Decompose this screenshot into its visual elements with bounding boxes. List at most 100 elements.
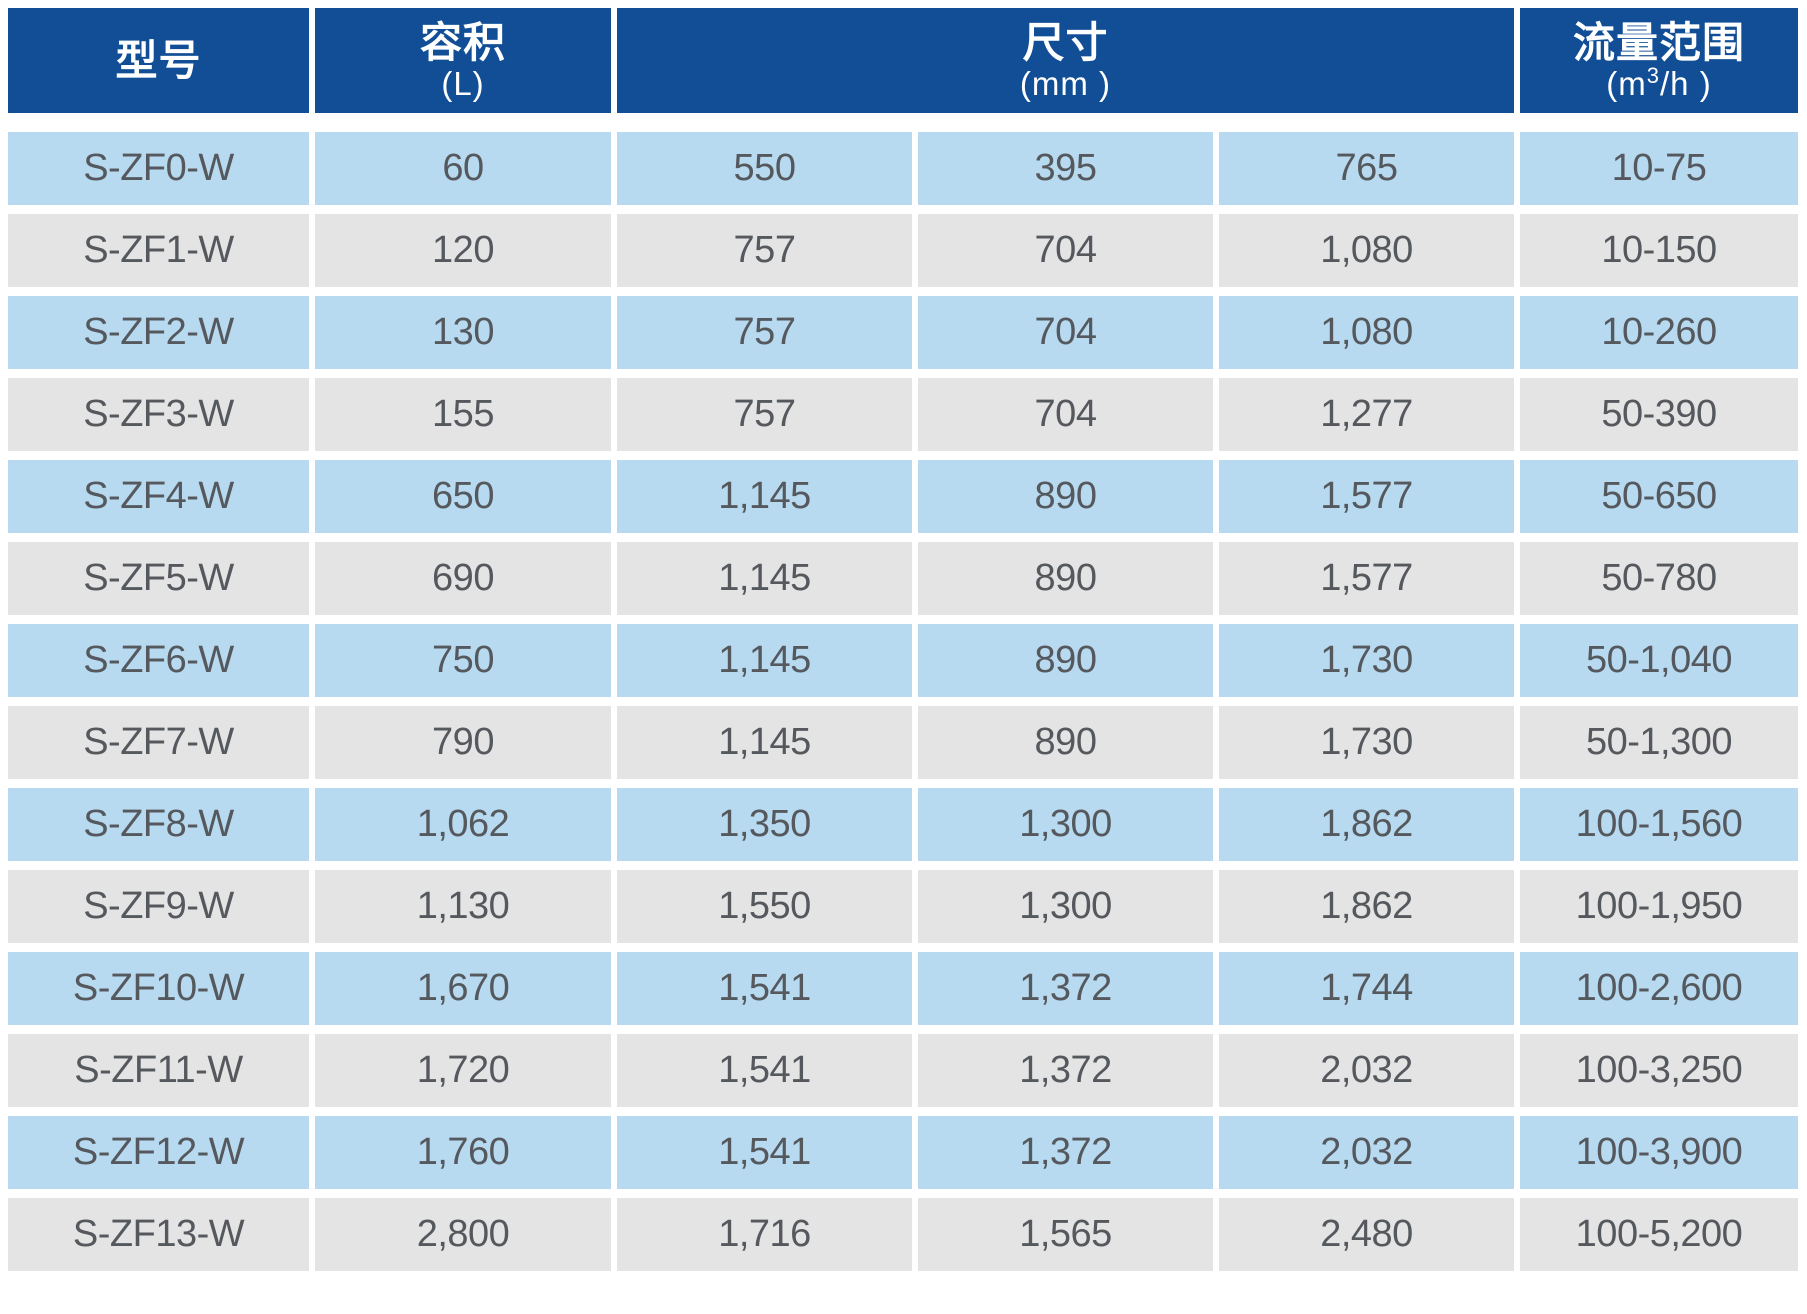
header-model-title: 型号 [115,36,202,84]
volume-cell: 1,760 [315,1116,611,1189]
dimension-1-cell: 1,550 [617,870,912,943]
table-row: S-ZF13-W 2,800 1,716 1,565 2,480 100-5,2… [8,1198,1798,1271]
model-cell: S-ZF7-W [8,706,309,779]
dimension-1-cell: 1,145 [617,624,912,697]
volume-cell: 1,130 [315,870,611,943]
product-spec-table: 型号 容积 (L) 尺寸 (mm ) 流量范围 (m3/h ) S-ZF0-W … [8,8,1798,1271]
header-model: 型号 [8,8,309,113]
dimension-2-cell: 1,372 [918,952,1213,1025]
table-row: S-ZF10-W 1,670 1,541 1,372 1,744 100-2,6… [8,952,1798,1025]
volume-cell: 60 [315,132,611,205]
flow-range-cell: 100-5,200 [1520,1198,1798,1271]
dimension-2-cell: 704 [918,296,1213,369]
model-cell: S-ZF0-W [8,132,309,205]
dimension-1-cell: 757 [617,296,912,369]
dimension-1-cell: 1,350 [617,788,912,861]
flow-range-cell: 10-150 [1520,214,1798,287]
dimension-3-cell: 1,862 [1219,870,1514,943]
flow-range-cell: 10-75 [1520,132,1798,205]
flow-range-cell: 100-1,950 [1520,870,1798,943]
table-row: S-ZF5-W 690 1,145 890 1,577 50-780 [8,542,1798,615]
model-cell: S-ZF4-W [8,460,309,533]
volume-cell: 790 [315,706,611,779]
dimension-3-cell: 1,577 [1219,542,1514,615]
dimension-1-cell: 757 [617,214,912,287]
model-cell: S-ZF2-W [8,296,309,369]
dimension-1-cell: 1,145 [617,542,912,615]
dimension-3-cell: 1,577 [1219,460,1514,533]
volume-cell: 120 [315,214,611,287]
dimension-3-cell: 1,730 [1219,706,1514,779]
volume-cell: 2,800 [315,1198,611,1271]
flow-range-cell: 100-3,900 [1520,1116,1798,1189]
flow-range-cell: 100-1,560 [1520,788,1798,861]
dimension-2-cell: 704 [918,378,1213,451]
dimension-1-cell: 1,541 [617,1034,912,1107]
model-cell: S-ZF1-W [8,214,309,287]
model-cell: S-ZF13-W [8,1198,309,1271]
dimension-2-cell: 890 [918,460,1213,533]
flow-unit-prefix: (m [1606,64,1647,102]
flow-unit-suffix: /h ) [1660,64,1712,102]
dimension-3-cell: 1,080 [1219,214,1514,287]
volume-cell: 1,062 [315,788,611,861]
flow-range-cell: 50-1,040 [1520,624,1798,697]
flow-range-cell: 100-3,250 [1520,1034,1798,1107]
dimension-1-cell: 1,145 [617,706,912,779]
dimension-2-cell: 1,565 [918,1198,1213,1271]
volume-cell: 1,670 [315,952,611,1025]
header-dimensions-unit: (mm ) [1019,64,1112,102]
header-flow-range: 流量范围 (m3/h ) [1520,8,1798,113]
dimension-3-cell: 1,080 [1219,296,1514,369]
table-row: S-ZF4-W 650 1,145 890 1,577 50-650 [8,460,1798,533]
dimension-3-cell: 1,730 [1219,624,1514,697]
model-cell: S-ZF11-W [8,1034,309,1107]
flow-range-cell: 50-780 [1520,542,1798,615]
dimension-1-cell: 550 [617,132,912,205]
dimension-2-cell: 1,372 [918,1116,1213,1189]
dimension-1-cell: 1,541 [617,952,912,1025]
dimension-2-cell: 704 [918,214,1213,287]
table-body: S-ZF0-W 60 550 395 765 10-75 S-ZF1-W 120… [8,132,1798,1271]
dimension-3-cell: 1,744 [1219,952,1514,1025]
dimension-3-cell: 765 [1219,132,1514,205]
volume-cell: 130 [315,296,611,369]
table-row: S-ZF9-W 1,130 1,550 1,300 1,862 100-1,95… [8,870,1798,943]
dimension-2-cell: 1,300 [918,788,1213,861]
volume-cell: 690 [315,542,611,615]
dimension-1-cell: 1,716 [617,1198,912,1271]
table-row: S-ZF6-W 750 1,145 890 1,730 50-1,040 [8,624,1798,697]
model-cell: S-ZF8-W [8,788,309,861]
header-volume-title: 容积 [419,18,506,66]
dimension-2-cell: 890 [918,624,1213,697]
dimension-3-cell: 2,032 [1219,1034,1514,1107]
volume-cell: 650 [315,460,611,533]
model-cell: S-ZF9-W [8,870,309,943]
dimension-2-cell: 1,372 [918,1034,1213,1107]
volume-cell: 750 [315,624,611,697]
dimension-2-cell: 1,300 [918,870,1213,943]
model-cell: S-ZF6-W [8,624,309,697]
dimension-3-cell: 2,480 [1219,1198,1514,1271]
header-volume-unit: (L) [441,64,485,102]
header-volume: 容积 (L) [315,8,611,113]
dimension-3-cell: 1,862 [1219,788,1514,861]
flow-range-cell: 50-1,300 [1520,706,1798,779]
header-dimensions-title: 尺寸 [1022,18,1109,66]
header-dimensions: 尺寸 (mm ) [617,8,1514,113]
dimension-3-cell: 1,277 [1219,378,1514,451]
table-row: S-ZF2-W 130 757 704 1,080 10-260 [8,296,1798,369]
table-row: S-ZF11-W 1,720 1,541 1,372 2,032 100-3,2… [8,1034,1798,1107]
flow-unit-superscript: 3 [1646,62,1661,88]
flow-range-cell: 100-2,600 [1520,952,1798,1025]
volume-cell: 155 [315,378,611,451]
table-row: S-ZF7-W 790 1,145 890 1,730 50-1,300 [8,706,1798,779]
header-flow-range-unit: (m3/h ) [1606,62,1712,103]
dimension-1-cell: 1,541 [617,1116,912,1189]
model-cell: S-ZF12-W [8,1116,309,1189]
table-row: S-ZF8-W 1,062 1,350 1,300 1,862 100-1,56… [8,788,1798,861]
table-row: S-ZF12-W 1,760 1,541 1,372 2,032 100-3,9… [8,1116,1798,1189]
dimension-3-cell: 2,032 [1219,1116,1514,1189]
dimension-2-cell: 395 [918,132,1213,205]
